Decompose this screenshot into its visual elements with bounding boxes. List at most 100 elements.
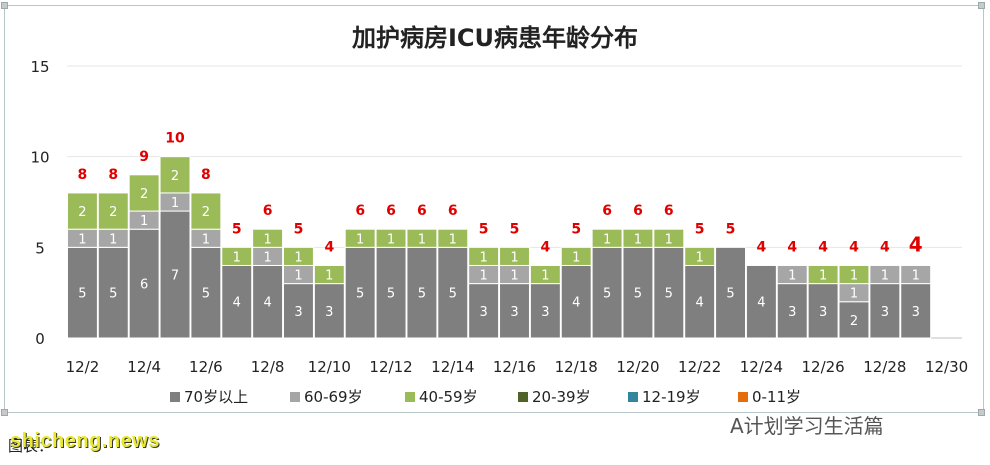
- segment-value-label: 5: [634, 287, 642, 302]
- x-tick-label: 12/26: [802, 358, 845, 376]
- x-tick-label: 12/8: [251, 358, 285, 376]
- x-tick-label: 12/12: [369, 358, 412, 376]
- x-tick-label: 12/10: [308, 358, 351, 376]
- bar-segment: [807, 264, 839, 285]
- total-label: 6: [633, 203, 643, 219]
- segment-value-label: 5: [726, 287, 734, 302]
- segment-value-label: 1: [263, 232, 271, 247]
- segment-value-label: 1: [510, 250, 518, 265]
- total-label: 5: [510, 221, 520, 237]
- legend-swatch: [628, 392, 638, 402]
- segment-value-label: 1: [263, 250, 271, 265]
- resize-handle-top-left[interactable]: [1, 2, 8, 9]
- segment-value-label: 4: [263, 296, 271, 311]
- total-label: 9: [139, 149, 149, 165]
- bar-segment: [190, 246, 222, 339]
- credit-label: 图表：: [8, 437, 54, 455]
- bar-segment: [252, 264, 284, 339]
- resize-handle-bottom-right[interactable]: [978, 409, 985, 416]
- bar-segment: [221, 246, 253, 266]
- total-label: 5: [571, 221, 581, 237]
- total-label: 6: [448, 203, 458, 219]
- bar-segment: [375, 228, 407, 248]
- total-label: 5: [294, 221, 304, 237]
- segment-value-label: 2: [78, 205, 86, 220]
- site-watermark: shicheng.news: [10, 430, 160, 452]
- bar-segment: [838, 264, 870, 285]
- bar-segment: [313, 264, 345, 285]
- segment-value-label: 5: [418, 287, 426, 302]
- bar-segment: [159, 156, 191, 194]
- total-label: 4: [787, 239, 797, 255]
- segment-value-label: 3: [541, 305, 549, 320]
- segment-value-label: 1: [294, 269, 302, 284]
- x-tick-label: 12/22: [678, 358, 721, 376]
- resize-handle-bottom-left[interactable]: [1, 409, 8, 416]
- x-tick-label: 12/18: [555, 358, 598, 376]
- legend-label: 40-59岁: [419, 388, 478, 406]
- segment-value-label: 1: [541, 269, 549, 284]
- bar-segment: [437, 228, 469, 248]
- bar-segment: [499, 283, 530, 339]
- segment-value-label: 4: [757, 296, 765, 311]
- segment-value-label: 3: [788, 305, 796, 320]
- total-label: 5: [726, 221, 736, 237]
- total-label: 4: [880, 239, 890, 255]
- bars: 5128512861297121051284154116311531451651…: [66, 131, 932, 339]
- bar-segment: [560, 264, 592, 339]
- segment-value-label: 1: [233, 250, 241, 265]
- bar-segment: [560, 246, 592, 266]
- bar-segment: [653, 228, 685, 248]
- bar-segment: [499, 246, 530, 266]
- bar-segment: [776, 283, 808, 339]
- total-label: 6: [386, 203, 396, 219]
- bar-segment: [406, 228, 438, 248]
- bar-segment: [282, 246, 314, 266]
- total-label: 4: [909, 232, 923, 256]
- segment-value-label: 1: [202, 232, 210, 247]
- bar-segment: [869, 264, 901, 285]
- segment-value-label: 1: [696, 250, 704, 265]
- segment-value-label: 2: [850, 314, 858, 329]
- resize-handle-top-right[interactable]: [978, 2, 985, 9]
- legend-label: 60-69岁: [304, 388, 363, 406]
- bar-segment: [66, 192, 98, 230]
- bar-segment: [159, 210, 191, 339]
- y-tick-label: 0: [35, 330, 45, 348]
- total-label: 6: [263, 203, 273, 219]
- bar-segment: [344, 228, 376, 248]
- segment-value-label: 3: [881, 305, 889, 320]
- bar-segment: [529, 264, 561, 285]
- legend-label: 12-19岁: [642, 388, 701, 406]
- segment-value-label: 5: [449, 287, 457, 302]
- segment-value-label: 6: [140, 278, 148, 293]
- segment-value-label: 1: [634, 232, 642, 247]
- x-tick-label: 12/2: [66, 358, 100, 376]
- bar-segment: [900, 264, 932, 285]
- y-tick-label: 10: [30, 149, 49, 167]
- segment-value-label: 1: [881, 269, 889, 284]
- segment-value-label: 5: [603, 287, 611, 302]
- segment-value-label: 5: [387, 287, 395, 302]
- segment-value-label: 1: [294, 250, 302, 265]
- bar-segment: [776, 264, 808, 285]
- legend-swatch: [290, 392, 300, 402]
- bar-segment: [468, 283, 500, 339]
- segment-value-label: 1: [418, 232, 426, 247]
- segment-value-label: 2: [202, 205, 210, 220]
- legend-label: 70岁以上: [184, 388, 248, 406]
- bar-segment: [252, 228, 284, 248]
- segment-value-label: 1: [449, 232, 457, 247]
- bar-segment: [66, 246, 98, 339]
- segment-value-label: 5: [78, 287, 86, 302]
- bar-segment: [97, 192, 129, 230]
- segment-value-label: 1: [78, 232, 86, 247]
- bar-segment: [406, 246, 438, 339]
- segment-value-label: 1: [850, 269, 858, 284]
- bar-segment: [900, 283, 932, 339]
- bar-segment: [653, 246, 685, 339]
- legend: 70岁以上 60-69岁 40-59岁 20-39岁 12-19岁 0-11岁: [170, 388, 801, 406]
- segment-value-label: 5: [202, 287, 210, 302]
- total-label: 10: [165, 131, 185, 147]
- x-tick-label: 12/6: [189, 358, 223, 376]
